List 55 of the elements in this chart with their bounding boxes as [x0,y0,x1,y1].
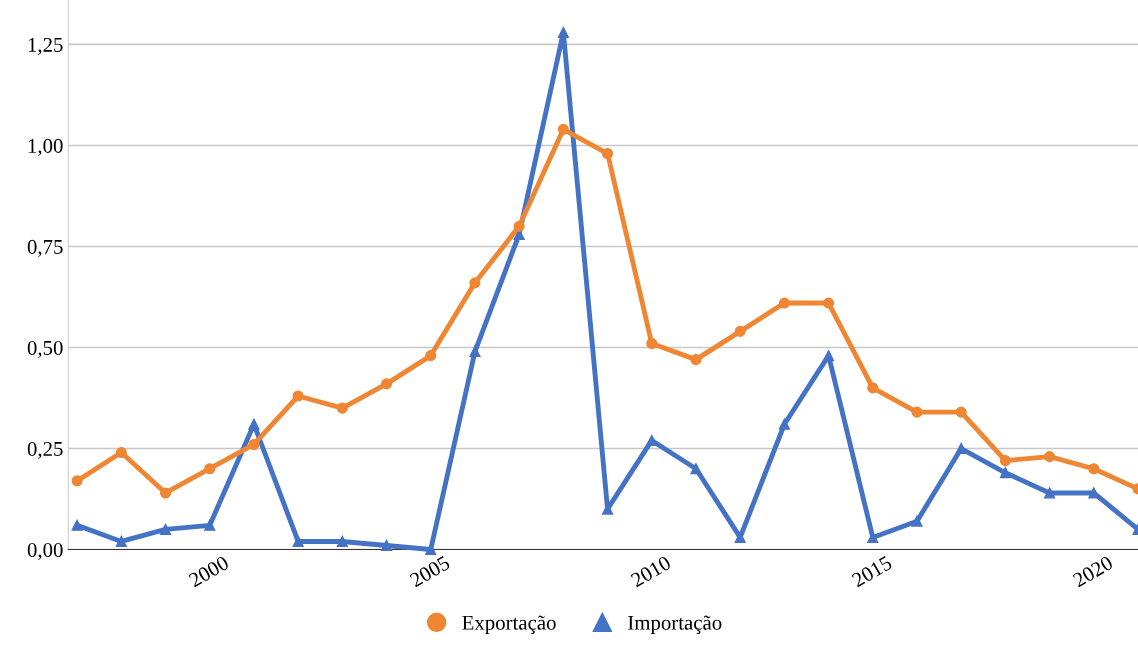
point [336,402,348,414]
x-tick-label: 2010 [630,555,672,588]
point [734,325,746,337]
y-tick-label: 1,25 [28,37,63,55]
point [204,519,216,531]
x-tick-label: 2000 [188,555,230,588]
point [557,26,569,38]
point [159,487,172,499]
point [999,467,1011,479]
point [292,535,304,548]
point [469,345,481,358]
point [336,535,348,548]
legend-label: Importação [628,615,722,634]
point [115,535,127,548]
point [823,350,835,362]
point [71,475,83,487]
point [867,382,879,394]
x-tick-label: 2020 [1072,555,1114,588]
point [778,297,790,309]
y-tick-label: 0,50 [27,340,63,358]
y-tick-label: 1,00 [28,138,63,156]
point [734,531,746,543]
y-tick-label: 0,75 [27,239,63,257]
y-tick-label: 0,00 [27,542,63,560]
point [513,220,525,232]
point [646,337,658,350]
point [778,418,790,430]
point [159,523,172,535]
point [248,438,260,451]
point [999,455,1011,467]
point [204,463,216,475]
point [911,515,923,527]
point [690,463,702,475]
point [955,442,967,455]
point [1044,487,1056,499]
point [380,378,393,390]
point [955,406,967,418]
point [425,350,437,362]
legend-label: Exportação [462,615,556,634]
point [557,123,569,135]
point [71,519,83,531]
point [690,354,702,366]
point [469,277,481,289]
point [1044,451,1056,463]
point [292,390,304,402]
point [380,539,393,552]
y-tick-label: 0,25 [27,441,63,459]
x-tick-label: 2005 [409,555,451,588]
point [115,447,127,459]
x-tick-label: 2015 [851,555,893,588]
point [1088,463,1100,475]
point [248,418,260,430]
point [602,147,614,160]
point [823,297,835,309]
point [911,406,923,418]
